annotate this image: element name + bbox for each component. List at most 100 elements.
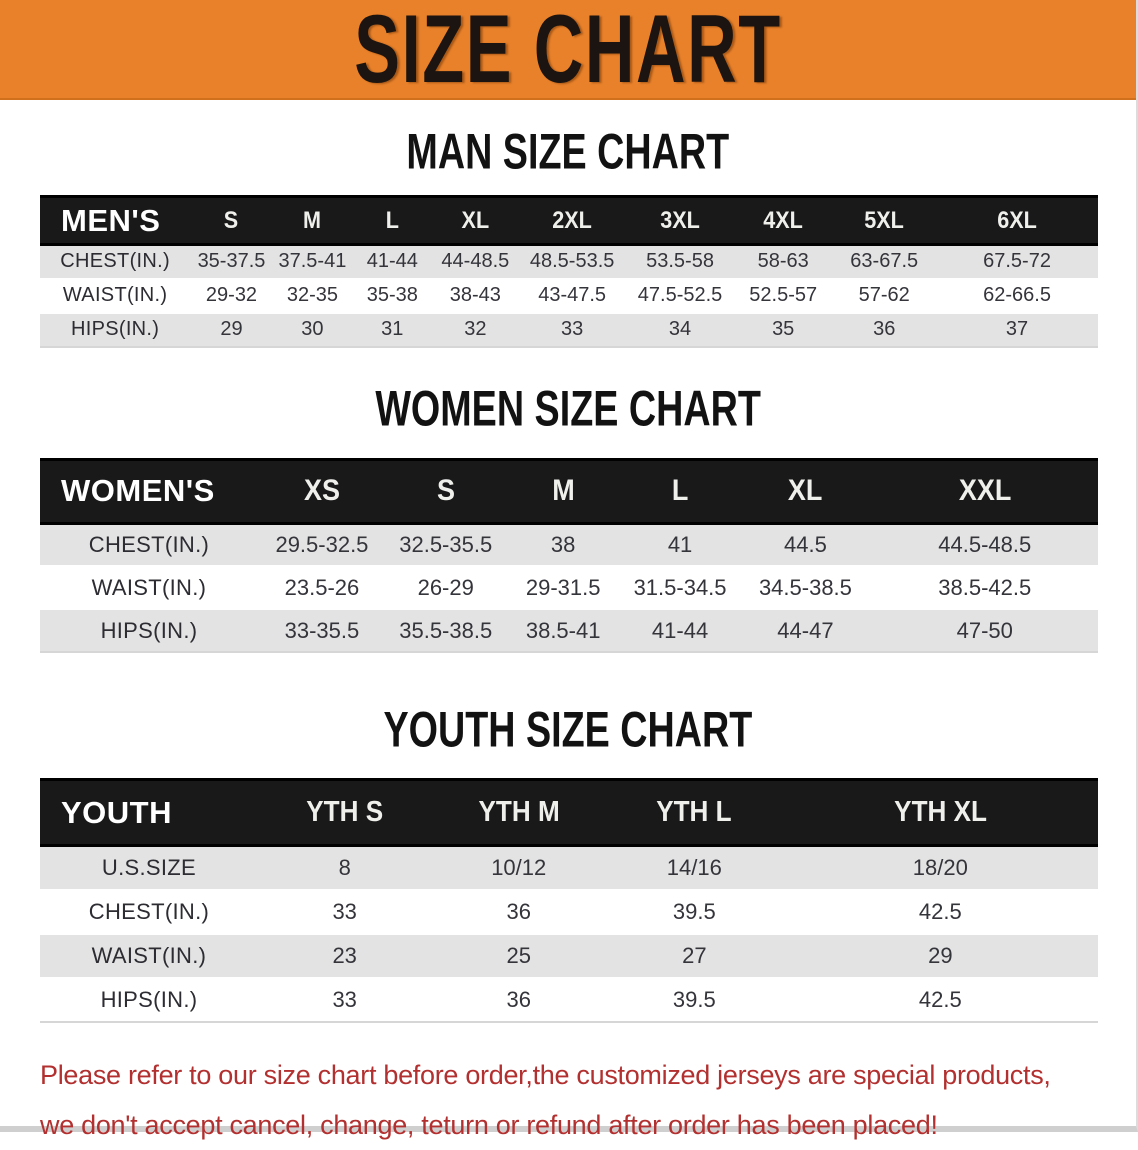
row-label: U.S.SIZE (101, 854, 197, 880)
men-section-heading: MAN SIZE CHART (406, 122, 730, 180)
footer-line-2: we don't accept cancel, change, teturn o… (40, 1109, 938, 1140)
size-chart-banner: SIZE CHART (0, 0, 1136, 100)
women-table-title: WOMEN'S (40, 457, 258, 525)
youth-column-header: YTH S (257, 778, 432, 847)
size-value-cell: 44-47 (777, 617, 834, 643)
size-value-cell: 44.5 (784, 531, 827, 557)
size-value-cell: 53.5-58 (646, 250, 714, 273)
size-value-cell: 14/16 (666, 854, 722, 880)
size-value-cell: 42.5 (918, 898, 962, 924)
size-value-cell: 29 (928, 942, 953, 968)
women-size-table-container: WOMEN'S XS S M L XL XXL CHEST(IN.) 29.5-32.5 32.5… (40, 457, 1098, 653)
footer-line-1: Please refer to our size chart before or… (40, 1059, 1051, 1090)
size-value-cell: 29 (220, 318, 243, 340)
size-value-cell: 30 (301, 318, 324, 340)
youth-measure-row: U.S.SIZE 8 10/12 14/16 18/20 (40, 845, 1098, 890)
size-value-cell: 29.5-32.5 (275, 531, 369, 557)
men-column-header: 4XL (734, 195, 833, 246)
youth-measure-row: CHEST(IN.) 33 36 39.5 42.5 (40, 889, 1098, 934)
size-value-cell: 52.5-57 (749, 284, 818, 306)
men-column-header: S (190, 195, 273, 246)
size-value-cell: 35 (772, 318, 795, 340)
size-value-cell: 36 (873, 318, 896, 340)
row-label: WAIST(IN.) (91, 574, 207, 600)
men-size-table-container: MEN'S S M L XL 2XL 3XL 4XL 5XL 6XL CHEST(IN.) 35-37… (40, 195, 1098, 348)
men-measure-row: WAIST(IN.) 29-32 32-35 35-38 38-43 43-47.5 47.… (40, 278, 1098, 313)
size-table-women: WOMEN'S XS S M L XL XXL CHEST(IN.) 29.5-32.5 32.5… (40, 457, 1098, 653)
size-value-cell: 25 (506, 942, 531, 968)
size-value-cell: 33-35.5 (284, 617, 360, 643)
row-label: HIPS(IN.) (70, 318, 160, 340)
size-value-cell: 10/12 (491, 854, 547, 880)
size-value-cell: 26-29 (417, 574, 474, 600)
size-value-cell: 33 (561, 318, 584, 340)
size-value-cell: 29-31.5 (525, 574, 601, 600)
size-value-cell: 27 (682, 942, 707, 968)
size-value-cell: 39.5 (672, 986, 716, 1012)
size-value-cell: 58-63 (757, 250, 809, 273)
row-label: WAIST(IN.) (62, 284, 168, 306)
size-value-cell: 31 (381, 318, 404, 340)
size-value-cell: 18/20 (912, 854, 968, 880)
size-table-youth: YOUTH YTH S YTH M YTH L YTH XL U.S.SIZE 8 10/12… (40, 778, 1098, 1023)
youth-size-table-container: YOUTH YTH S YTH M YTH L YTH XL U.S.SIZE 8 10/12… (40, 778, 1098, 1023)
size-value-cell: 63-67.5 (850, 250, 919, 273)
men-column-header: M (272, 195, 353, 246)
women-column-header: XL (739, 457, 872, 525)
section-youth: YOUTH SIZE CHART YOUTH YTH S YTH M YTH L YTH… (0, 700, 1136, 1023)
men-table-title: MEN'S (40, 195, 191, 246)
size-value-cell: 32 (464, 318, 487, 340)
row-label: HIPS(IN.) (100, 617, 198, 643)
women-section-heading: WOMEN SIZE CHART (375, 379, 761, 436)
women-column-header: L (620, 457, 740, 525)
size-value-cell: 41-44 (651, 617, 709, 643)
size-value-cell: 39.5 (672, 898, 716, 924)
youth-header-row: YOUTH YTH S YTH M YTH L YTH XL (40, 778, 1098, 847)
youth-column-header: YTH M (431, 778, 606, 847)
men-column-header: XL (432, 195, 519, 246)
section-women: WOMEN SIZE CHART WOMEN'S XS S M L XL XXL CHEST(… (0, 379, 1136, 653)
women-measure-row: CHEST(IN.) 29.5-32.5 32.5-35.5 38 41 44.5 44.5… (40, 523, 1098, 566)
size-value-cell: 38.5-41 (525, 617, 601, 643)
size-value-cell: 33 (332, 986, 357, 1012)
women-column-header: XS (257, 457, 386, 525)
youth-measure-row: WAIST(IN.) 23 25 27 29 (40, 933, 1098, 978)
size-value-cell: 37.5-41 (278, 250, 347, 273)
youth-column-header: YTH L (606, 778, 783, 847)
youth-column-header: YTH XL (782, 778, 1098, 847)
youth-section-heading: YOUTH SIZE CHART (383, 700, 753, 758)
women-measure-row: HIPS(IN.) 33-35.5 35.5-38.5 38.5-41 41-44 44-… (40, 609, 1098, 652)
size-value-cell: 29-32 (205, 284, 258, 306)
size-value-cell: 38 (550, 531, 576, 557)
size-value-cell: 47.5-52.5 (637, 284, 723, 306)
size-value-cell: 23 (332, 942, 357, 968)
men-column-header: 2XL (518, 195, 627, 246)
men-column-header: 5XL (832, 195, 937, 246)
size-value-cell: 36 (506, 898, 531, 924)
men-column-header: L (352, 195, 433, 246)
women-column-header: XXL (871, 457, 1098, 525)
size-value-cell: 47-50 (956, 617, 1013, 643)
size-value-cell: 38.5-42.5 (938, 574, 1032, 600)
row-label: CHEST(IN.) (88, 898, 210, 924)
men-column-header: 6XL (936, 195, 1098, 246)
size-value-cell: 57-62 (858, 284, 910, 306)
youth-table-title: YOUTH (40, 778, 258, 847)
size-value-cell: 62-66.5 (983, 284, 1051, 306)
size-value-cell: 32-35 (286, 284, 338, 306)
size-value-cell: 44.5-48.5 (938, 531, 1032, 557)
size-value-cell: 35-38 (366, 284, 418, 306)
size-table-men: MEN'S S M L XL 2XL 3XL 4XL 5XL 6XL CHEST(IN.) 35-37… (40, 195, 1098, 348)
size-value-cell: 48.5-53.5 (529, 250, 615, 273)
row-label: WAIST(IN.) (91, 942, 207, 968)
size-value-cell: 67.5-72 (983, 250, 1051, 273)
size-value-cell: 34.5-38.5 (758, 574, 852, 600)
men-measure-row: CHEST(IN.) 35-37.5 37.5-41 41-44 44-48.5 48.5… (40, 244, 1098, 279)
youth-measure-row: HIPS(IN.) 33 36 39.5 42.5 (40, 977, 1098, 1022)
men-measure-row: HIPS(IN.) 29 30 31 32 33 34 35 36 37 (40, 312, 1098, 347)
size-value-cell: 34 (668, 318, 692, 340)
size-value-cell: 43-47.5 (538, 284, 607, 306)
size-value-cell: 35-37.5 (197, 250, 266, 273)
size-value-cell: 31.5-34.5 (633, 574, 727, 600)
size-value-cell: 42.5 (918, 986, 962, 1012)
